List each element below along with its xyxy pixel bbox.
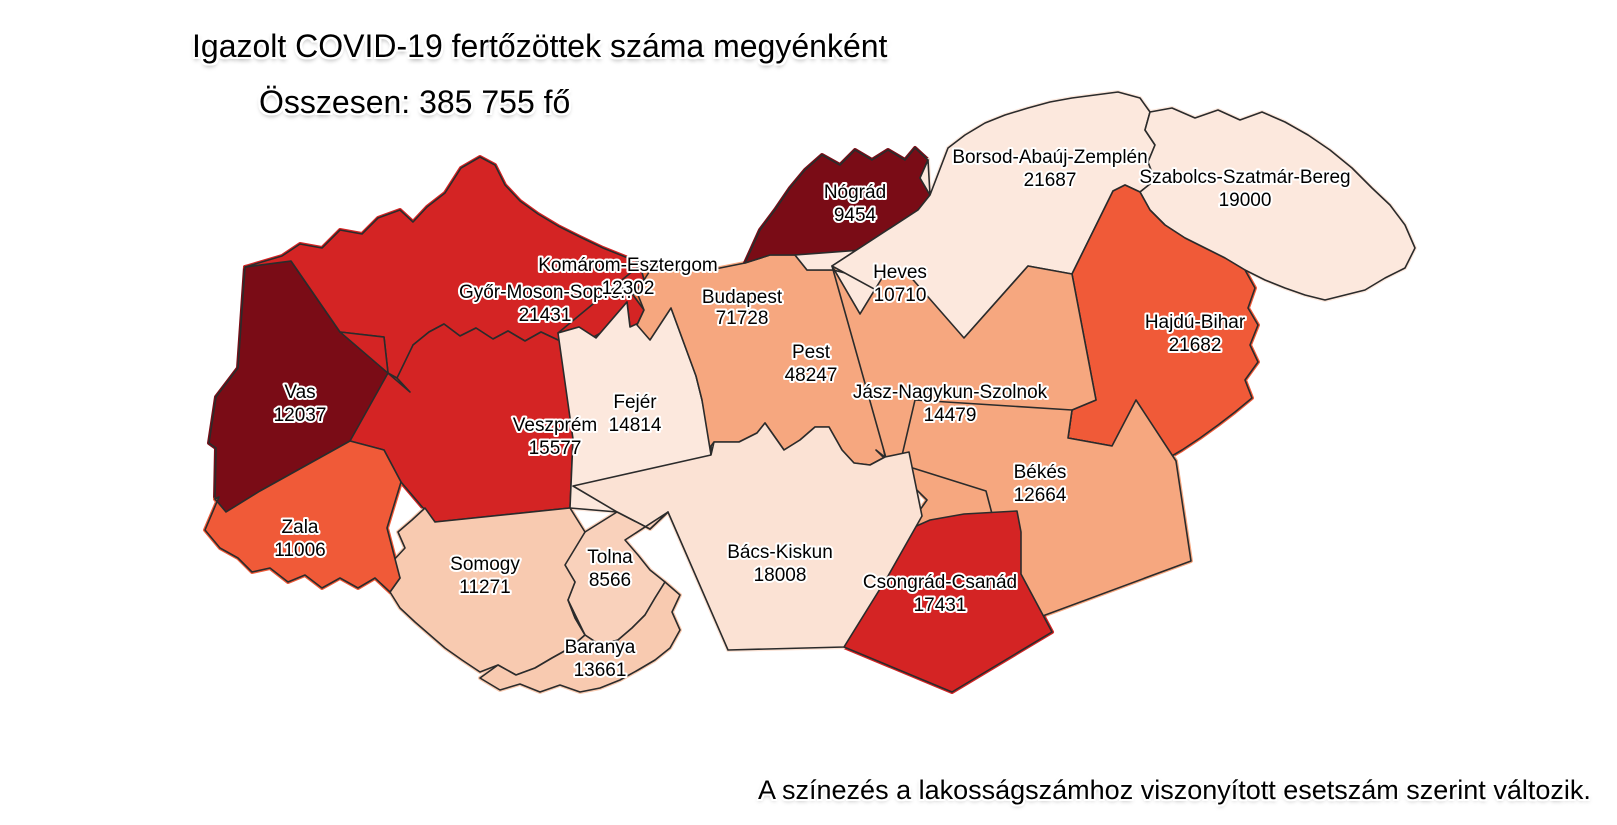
svg-text:Békés: Békés bbox=[1014, 462, 1067, 483]
svg-text:48247: 48247 bbox=[785, 365, 838, 386]
svg-text:19000: 19000 bbox=[1219, 190, 1272, 211]
svg-text:12037: 12037 bbox=[274, 405, 327, 426]
svg-text:12664: 12664 bbox=[1014, 485, 1067, 506]
svg-text:18008: 18008 bbox=[754, 565, 807, 586]
svg-text:15577: 15577 bbox=[529, 438, 582, 459]
svg-text:17431: 17431 bbox=[914, 595, 967, 616]
svg-text:Tolna: Tolna bbox=[587, 547, 633, 568]
svg-text:Bács-Kiskun: Bács-Kiskun bbox=[727, 542, 833, 563]
svg-text:Hajdú-Bihar: Hajdú-Bihar bbox=[1145, 312, 1246, 333]
svg-text:8566: 8566 bbox=[589, 570, 631, 591]
svg-text:Zala: Zala bbox=[282, 517, 319, 538]
svg-text:Heves: Heves bbox=[873, 262, 927, 283]
svg-text:Nógrád: Nógrád bbox=[824, 182, 886, 203]
svg-text:Borsod-Abaúj-Zemplén: Borsod-Abaúj-Zemplén bbox=[952, 147, 1147, 168]
svg-text:Csongrád-Csanád: Csongrád-Csanád bbox=[863, 572, 1017, 593]
svg-text:21431: 21431 bbox=[519, 305, 572, 326]
svg-text:13661: 13661 bbox=[574, 660, 627, 681]
svg-text:21687: 21687 bbox=[1024, 170, 1077, 191]
svg-text:Budapest: Budapest bbox=[702, 287, 783, 308]
svg-text:21682: 21682 bbox=[1169, 335, 1222, 356]
svg-text:Pest: Pest bbox=[792, 342, 831, 363]
svg-text:Fejér: Fejér bbox=[613, 392, 657, 413]
svg-text:Jász-Nagykun-Szolnok: Jász-Nagykun-Szolnok bbox=[853, 382, 1048, 403]
svg-text:14479: 14479 bbox=[924, 405, 977, 426]
svg-text:11271: 11271 bbox=[459, 577, 510, 598]
svg-text:11006: 11006 bbox=[274, 540, 325, 561]
svg-text:Szabolcs-Szatmár-Bereg: Szabolcs-Szatmár-Bereg bbox=[1139, 167, 1350, 188]
svg-text:9454: 9454 bbox=[834, 205, 877, 226]
svg-text:Veszprém: Veszprém bbox=[513, 415, 597, 436]
svg-text:10710: 10710 bbox=[874, 285, 927, 306]
svg-text:Vas: Vas bbox=[284, 382, 315, 403]
svg-text:14814: 14814 bbox=[609, 415, 662, 436]
svg-text:Somogy: Somogy bbox=[450, 554, 520, 575]
svg-text:12302: 12302 bbox=[602, 278, 655, 299]
svg-text:Baranya: Baranya bbox=[565, 637, 636, 658]
svg-text:71728: 71728 bbox=[716, 308, 769, 329]
svg-text:Komárom-Esztergom: Komárom-Esztergom bbox=[538, 255, 718, 276]
